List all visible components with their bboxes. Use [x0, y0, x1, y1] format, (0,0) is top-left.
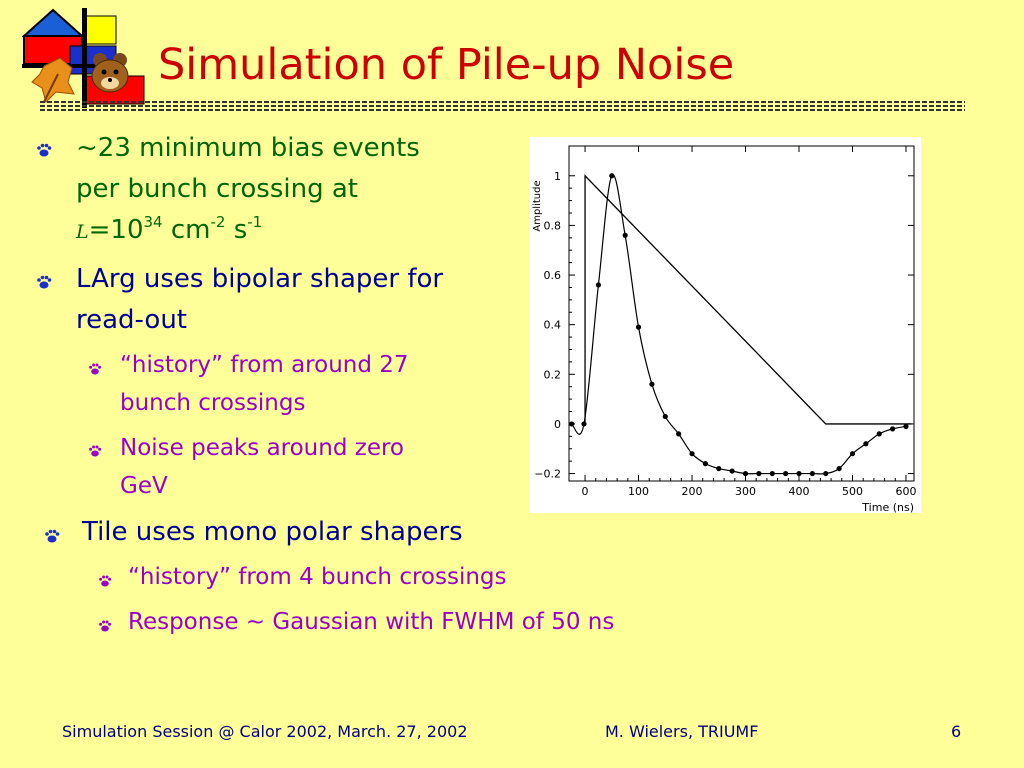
paw-bullet-icon — [37, 143, 52, 157]
bullet-2a-line-2: bunch crossings — [120, 390, 306, 416]
x-tick-label: 200 — [682, 485, 703, 498]
y-tick-label: 0.2 — [544, 368, 562, 381]
data-point — [649, 381, 655, 387]
x-tick-label: 500 — [842, 485, 863, 498]
y-tick-label: 0 — [554, 418, 561, 431]
data-point — [635, 324, 642, 330]
y-tick-label: −0.2 — [534, 468, 561, 481]
y-tick-label: 0.6 — [544, 269, 562, 282]
data-point — [742, 470, 749, 477]
x-tick-label: 0 — [582, 485, 589, 498]
luminosity-cm: cm — [162, 215, 211, 245]
slide-title: Simulation of Pile-up Noise — [158, 40, 735, 90]
bullet-1-line-3: L=1034 cm-2 s-1 — [76, 210, 262, 253]
data-point — [662, 413, 668, 420]
data-point — [809, 470, 815, 477]
y-tick-label: 1 — [554, 170, 561, 183]
bullet-1-line-1: ~23 minimum bias events — [76, 133, 420, 163]
luminosity-eq: =10 — [88, 215, 144, 245]
x-tick-label: 600 — [895, 485, 916, 498]
paw-sub-bullet-icon — [99, 575, 112, 587]
logo-graphic — [22, 8, 145, 108]
luminosity-s: s — [225, 215, 248, 245]
bullet-3: Tile uses mono polar shapers — [82, 517, 463, 547]
data-point — [689, 451, 695, 457]
title-divider — [40, 101, 965, 111]
data-point — [702, 461, 708, 467]
data-point — [756, 470, 762, 477]
footer-author: M. Wielers, TRIUMF — [605, 722, 759, 741]
y-tick-label: 0.4 — [544, 319, 562, 332]
data-point — [903, 423, 909, 430]
paw-sub-bullet-icon — [89, 363, 102, 375]
data-point — [876, 431, 882, 437]
x-tick-label: 400 — [789, 485, 810, 498]
data-point — [796, 470, 802, 477]
data-point — [849, 451, 856, 457]
bullet-2-line-1: LArg uses bipolar shaper for — [76, 264, 444, 294]
shaper-response-plot: 0 100 200 300 400 500 600 −0.2 0 0.2 0.4 0.6 0.8 1 Tim… — [529, 137, 921, 514]
bullet-2b-line-2: GeV — [120, 473, 168, 499]
footer-page-number: 6 — [951, 722, 962, 741]
x-axis-label: Time (ns) — [861, 501, 914, 513]
bipolar-shaper-curve — [571, 174, 907, 475]
bullet-2-line-2: read-out — [76, 305, 187, 335]
paw-bullet-icon — [45, 529, 60, 543]
y-tick-label: 0.8 — [544, 219, 562, 232]
footer-session: Simulation Session @ Calor 2002, March. … — [62, 722, 468, 741]
luminosity-s-exp: -1 — [247, 213, 263, 231]
x-tick-label: 100 — [628, 485, 649, 498]
chart-svg: 0 100 200 300 400 500 600 −0.2 0 0.2 0.4 0.6 0.8 1 Tim… — [532, 145, 916, 514]
paw-bullet-icon — [37, 275, 52, 289]
data-point — [783, 470, 789, 477]
bullet-1-line-2: per bunch crossing at — [76, 174, 358, 204]
luminosity-symbol: L — [76, 221, 89, 243]
data-point — [729, 468, 735, 474]
paw-sub-bullet-icon — [89, 445, 102, 457]
data-point — [609, 173, 615, 179]
data-point — [622, 232, 628, 238]
paw-sub-bullet-icon — [99, 620, 112, 632]
data-point — [823, 470, 829, 477]
bullet-2b-line-1: Noise peaks around zero — [120, 435, 404, 461]
triangle-pulse-line — [584, 174, 912, 425]
data-point — [769, 470, 775, 477]
bullet-3b: Response ~ Gaussian with FWHM of 50 ns — [128, 609, 615, 635]
x-tick-label: 300 — [735, 485, 756, 498]
data-point — [595, 282, 602, 288]
plot-frame — [568, 145, 915, 482]
data-point — [863, 441, 869, 447]
luminosity-exp: 34 — [143, 213, 163, 231]
data-point — [836, 465, 842, 472]
data-point — [581, 421, 587, 427]
luminosity-cm-exp: -2 — [210, 213, 226, 231]
data-point — [569, 421, 575, 427]
bullet-2a-line-1: “history” from around 27 — [120, 352, 409, 378]
y-axis-label: Amplitude — [532, 180, 543, 231]
data-point — [716, 465, 722, 472]
data-point — [676, 431, 682, 437]
bullet-3a: “history” from 4 bunch crossings — [128, 564, 507, 590]
data-point — [890, 426, 896, 432]
